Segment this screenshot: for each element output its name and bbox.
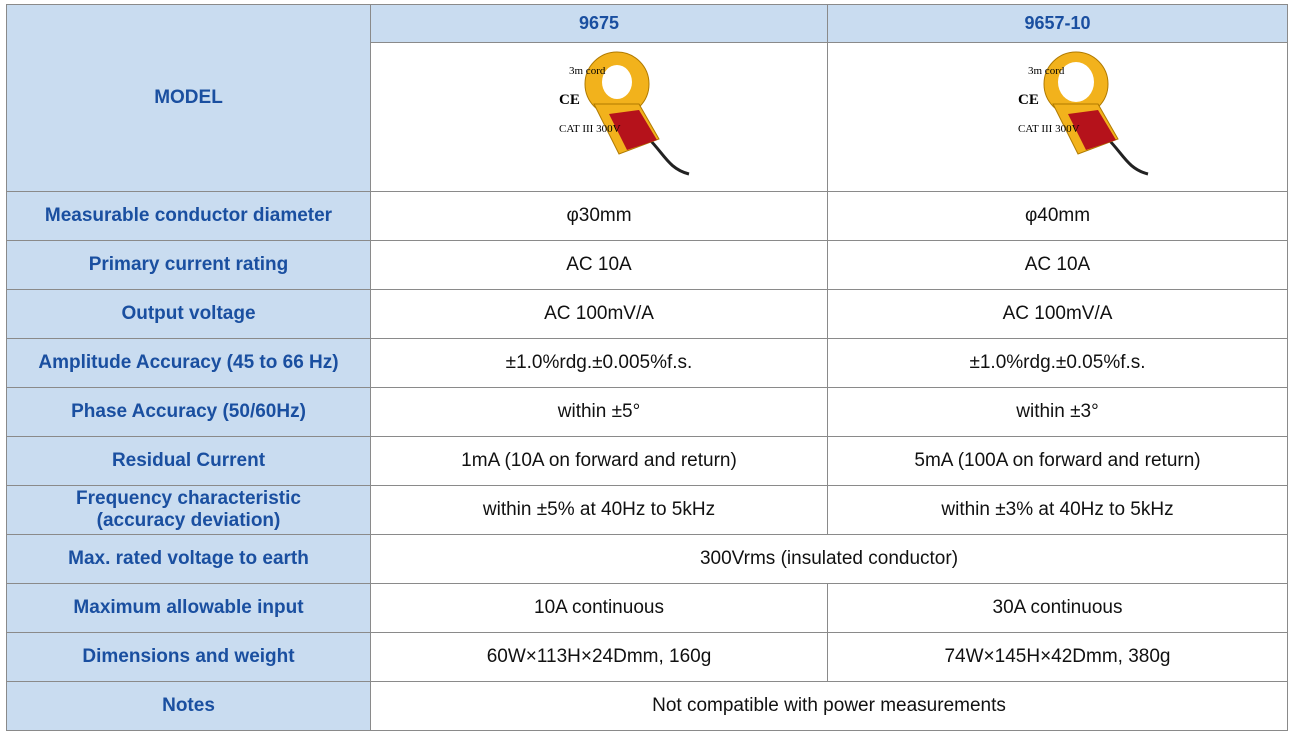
spec-label: Primary current rating bbox=[7, 241, 371, 290]
spec-value: 74W×145H×42Dmm, 380g bbox=[828, 633, 1288, 682]
cord-label: 3m cord bbox=[1028, 65, 1065, 77]
spec-value: 5mA (100A on forward and return) bbox=[828, 437, 1288, 486]
header-row: MODEL 9675 9657-10 bbox=[7, 5, 1288, 43]
spec-value: ±1.0%rdg.±0.005%f.s. bbox=[371, 339, 828, 388]
product-image-cell: 3m cord CE CAT III 300V bbox=[371, 43, 828, 192]
spec-label: Notes bbox=[7, 682, 371, 731]
product-image-cell: 3m cord CE CAT III 300V bbox=[828, 43, 1288, 192]
cable bbox=[1108, 139, 1148, 174]
spec-label: Max. rated voltage to earth bbox=[7, 535, 371, 584]
spec-label: Measurable conductor diameter bbox=[7, 192, 371, 241]
spec-table: MODEL 9675 9657-10 3m cord CE CAT III 300V… bbox=[6, 4, 1288, 731]
product-image: 3m cord CE CAT III 300V bbox=[958, 44, 1158, 184]
spec-row: Phase Accuracy (50/60Hz)within ±5°within… bbox=[7, 388, 1288, 437]
spec-value: φ40mm bbox=[828, 192, 1288, 241]
spec-value: 1mA (10A on forward and return) bbox=[371, 437, 828, 486]
spec-label: Output voltage bbox=[7, 290, 371, 339]
rating-label: CAT III 300V bbox=[559, 123, 621, 135]
spec-label: Dimensions and weight bbox=[7, 633, 371, 682]
spec-value: Not compatible with power measurements bbox=[371, 682, 1288, 731]
spec-value: 60W×113H×24Dmm, 160g bbox=[371, 633, 828, 682]
ce-mark: CE bbox=[559, 92, 580, 108]
spec-value: within ±5° bbox=[371, 388, 828, 437]
spec-value: AC 100mV/A bbox=[371, 290, 828, 339]
page: MODEL 9675 9657-10 3m cord CE CAT III 300V… bbox=[0, 0, 1295, 731]
ce-mark: CE bbox=[1018, 92, 1039, 108]
spec-label: Phase Accuracy (50/60Hz) bbox=[7, 388, 371, 437]
spec-value: 30A continuous bbox=[828, 584, 1288, 633]
model-name: 9657-10 bbox=[828, 5, 1288, 43]
spec-row: Amplitude Accuracy (45 to 66 Hz)±1.0%rdg… bbox=[7, 339, 1288, 388]
product-image: 3m cord CE CAT III 300V bbox=[499, 44, 699, 184]
clamp-hole bbox=[602, 65, 632, 99]
spec-value: 10A continuous bbox=[371, 584, 828, 633]
rating-label: CAT III 300V bbox=[1018, 123, 1080, 135]
spec-label: Residual Current bbox=[7, 437, 371, 486]
cable bbox=[649, 139, 689, 174]
table-body: MODEL 9675 9657-10 3m cord CE CAT III 300V… bbox=[7, 5, 1288, 731]
spec-value: φ30mm bbox=[371, 192, 828, 241]
spec-value: within ±5% at 40Hz to 5kHz bbox=[371, 486, 828, 535]
cord-label: 3m cord bbox=[569, 65, 606, 77]
model-name: 9675 bbox=[371, 5, 828, 43]
model-label: MODEL bbox=[7, 5, 371, 192]
spec-value: AC 10A bbox=[371, 241, 828, 290]
spec-value: within ±3° bbox=[828, 388, 1288, 437]
spec-label: Frequency characteristic (accuracy devia… bbox=[7, 486, 371, 535]
spec-value: AC 100mV/A bbox=[828, 290, 1288, 339]
spec-label: Maximum allowable input bbox=[7, 584, 371, 633]
spec-value: 300Vrms (insulated conductor) bbox=[371, 535, 1288, 584]
spec-label: Amplitude Accuracy (45 to 66 Hz) bbox=[7, 339, 371, 388]
spec-value: AC 10A bbox=[828, 241, 1288, 290]
spec-row: Frequency characteristic (accuracy devia… bbox=[7, 486, 1288, 535]
spec-value: ±1.0%rdg.±0.05%f.s. bbox=[828, 339, 1288, 388]
spec-value: within ±3% at 40Hz to 5kHz bbox=[828, 486, 1288, 535]
